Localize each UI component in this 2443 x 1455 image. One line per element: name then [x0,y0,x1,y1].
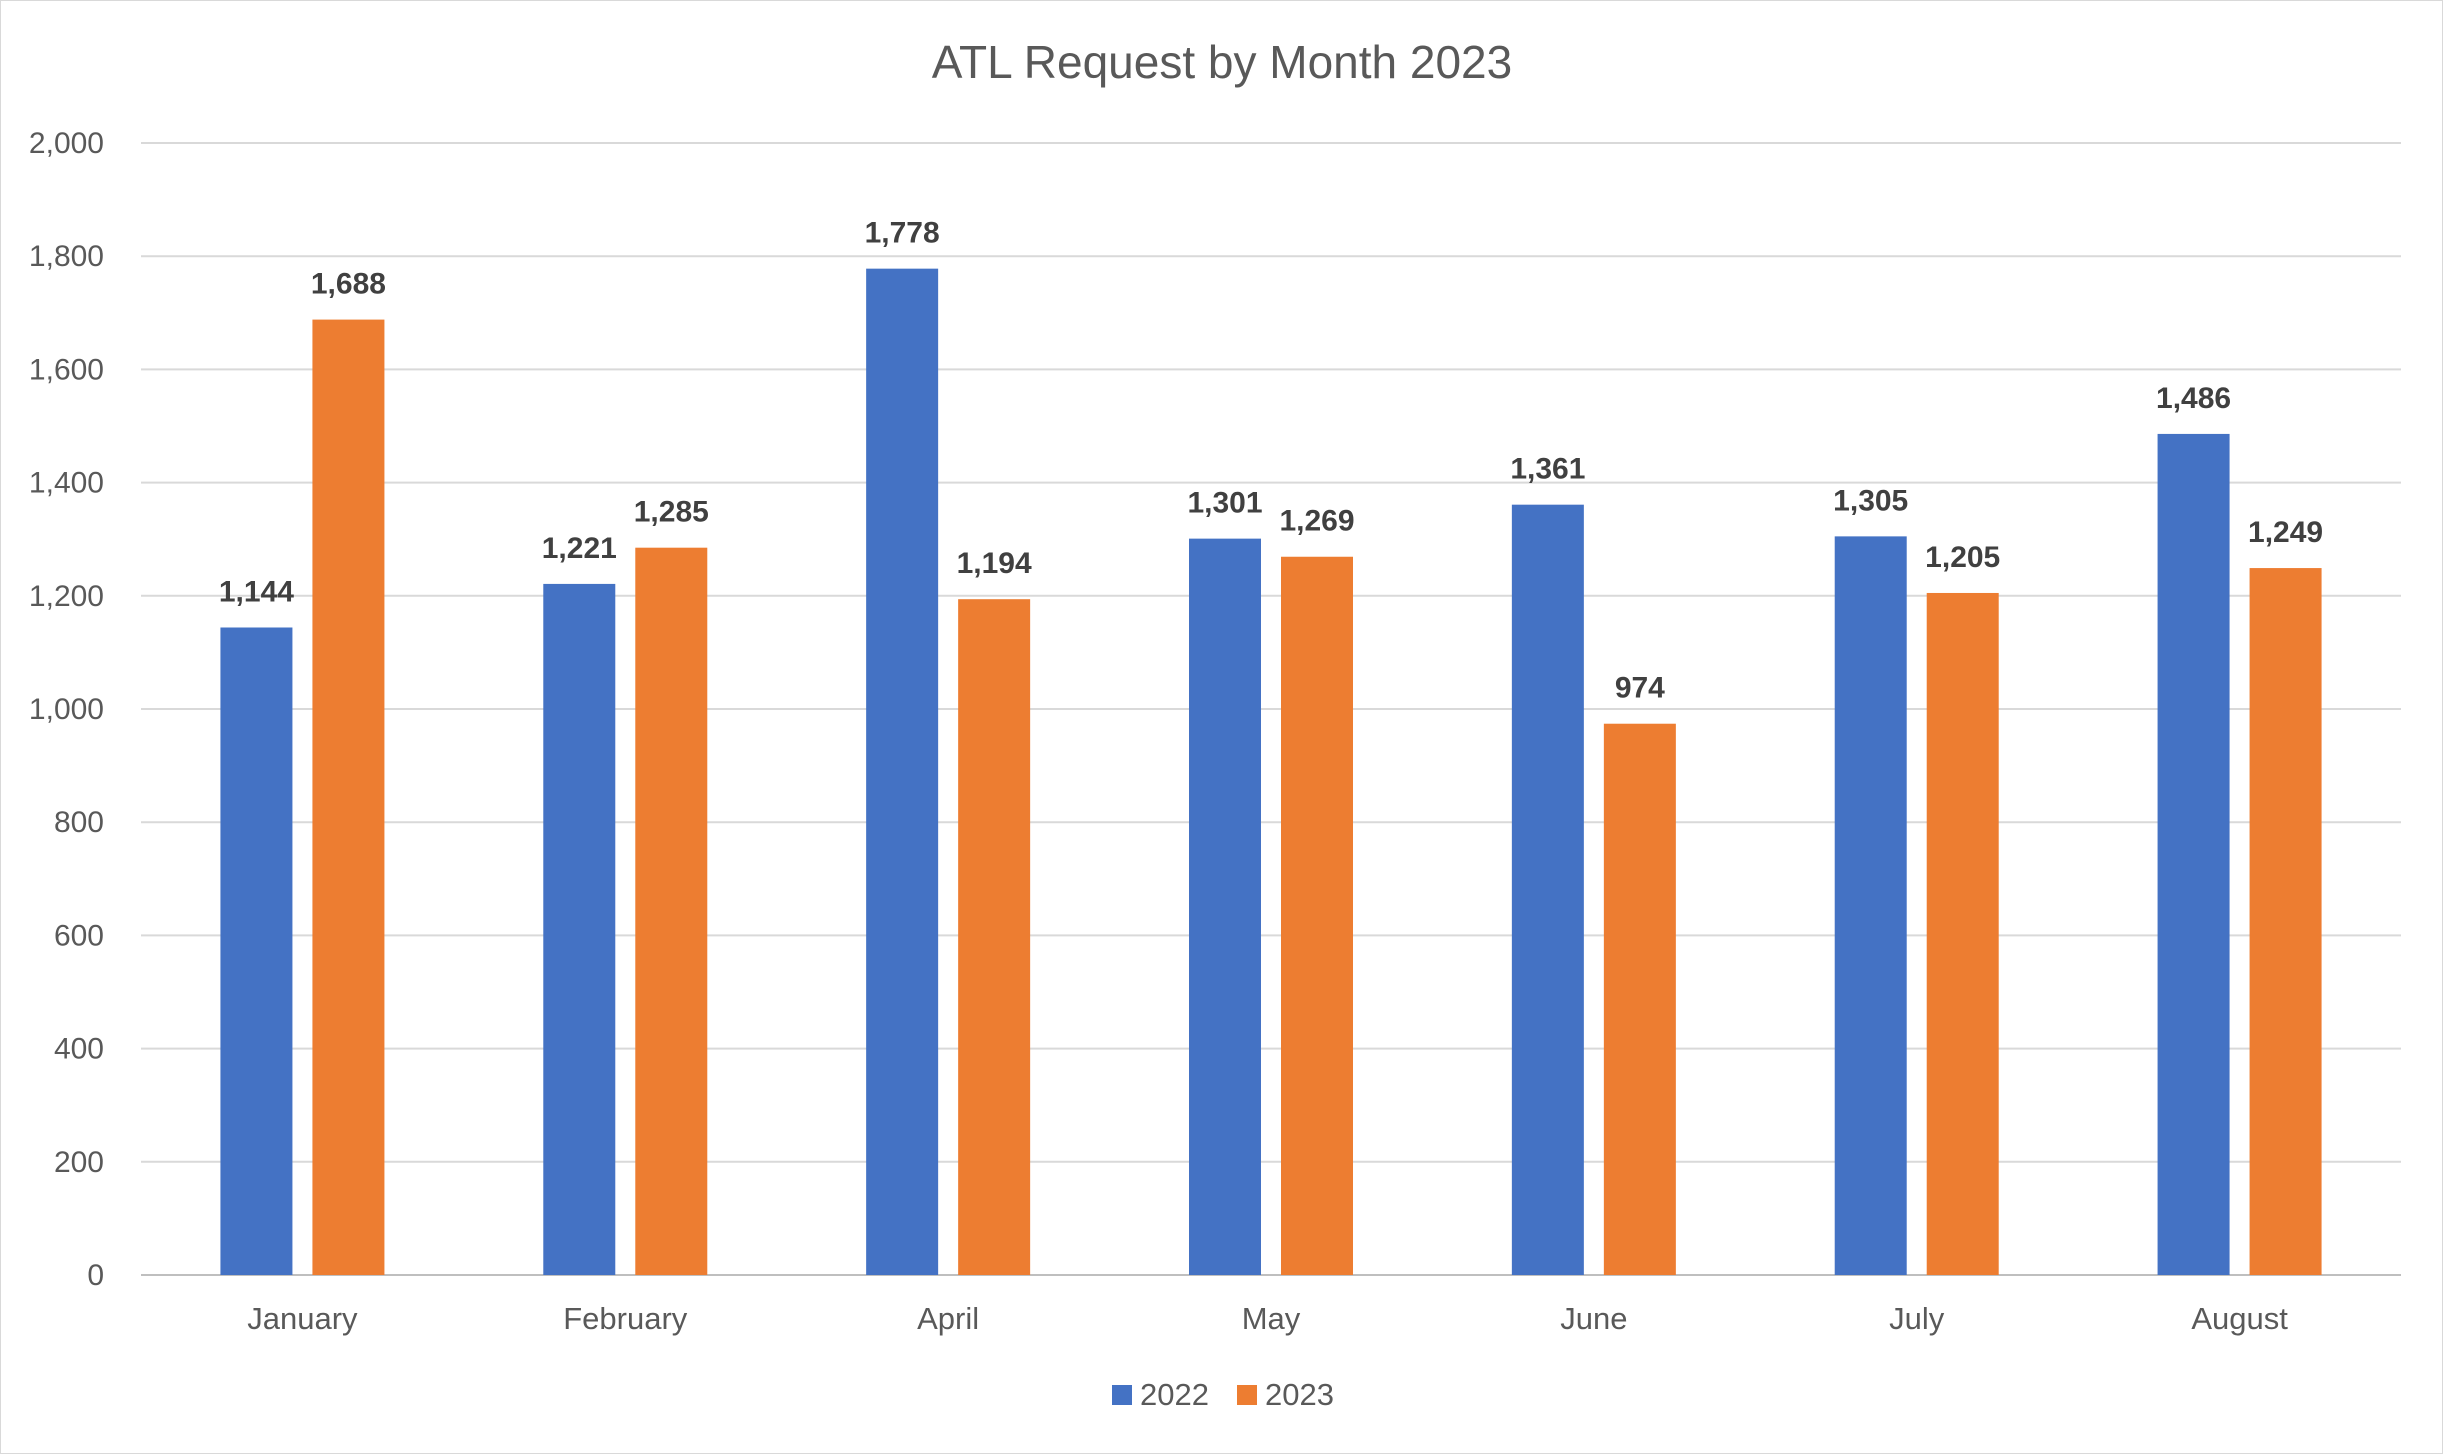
data-labels: 1,144 1,688 1,221 1,285 1,778 1,194 1,301 1,269… [219,217,2323,705]
bar-2022-january [220,627,293,1275]
x-tick-label: April [917,1301,979,1336]
data-label: 974 [1615,672,1665,705]
bar-2022-february [543,583,616,1275]
bar-2022-august [2157,433,2230,1275]
data-label: 1,221 [542,532,617,565]
y-tick-label: 200 [54,1146,104,1179]
data-label: 1,144 [219,575,294,608]
y-tick-label: 400 [54,1033,104,1066]
y-tick-label: 1,200 [29,580,104,613]
bar-2023-february [635,547,708,1275]
bar-2022-july [1834,536,1907,1275]
bar-2023-july [1926,592,1999,1275]
x-tick-label: August [2191,1301,2288,1336]
x-tick-label: February [563,1301,688,1336]
bar-2022-june [1511,504,1584,1275]
x-tick-label: May [1242,1301,1301,1336]
y-tick-label: 1,800 [29,240,104,273]
bar-2023-june [1603,723,1676,1275]
x-tick-label: June [1560,1301,1627,1336]
gridlines [141,142,2401,1276]
data-label: 1,305 [1833,484,1908,517]
data-label: 1,778 [865,217,940,250]
bar-2023-may [1281,556,1353,1275]
y-tick-label: 1,000 [29,693,104,726]
legend: 2022 2023 [1112,1377,1334,1412]
y-tick-label: 600 [54,919,104,952]
y-tick-label: 1,600 [29,353,104,386]
y-tick-label: 1,400 [29,467,104,500]
chart-title: ATL Request by Month 2023 [932,36,1512,88]
data-label: 1,194 [957,547,1032,580]
y-axis-ticks: 0 200 400 600 800 1,000 1,200 1,400 1,600 1,800 2,… [29,127,104,1292]
data-label: 1,486 [2156,382,2231,415]
legend-label: 2022 [1140,1377,1209,1412]
data-label: 1,688 [311,268,386,301]
y-tick-label: 2,000 [29,127,104,160]
bar-2023-august [2249,568,2322,1275]
x-tick-label: January [247,1301,358,1336]
x-tick-label: July [1889,1301,1945,1336]
x-axis-ticks: January February April May June July August [247,1301,2288,1336]
legend-swatch-2023 [1237,1385,1257,1405]
y-tick-label: 0 [87,1259,104,1292]
bar-2023-april [958,599,1031,1275]
data-label: 1,249 [2248,516,2323,549]
bar-2022-april [866,268,939,1276]
data-label: 1,301 [1187,487,1262,520]
y-tick-label: 800 [54,806,104,839]
data-label: 1,269 [1279,505,1354,538]
legend-swatch-2022 [1112,1385,1132,1405]
bar-2022-may [1189,538,1261,1275]
legend-label: 2023 [1265,1377,1334,1412]
data-label: 1,285 [634,496,709,529]
bars [220,268,2322,1276]
data-label: 1,361 [1510,453,1585,486]
data-label: 1,205 [1925,541,2000,574]
bar-2023-january [312,319,385,1275]
